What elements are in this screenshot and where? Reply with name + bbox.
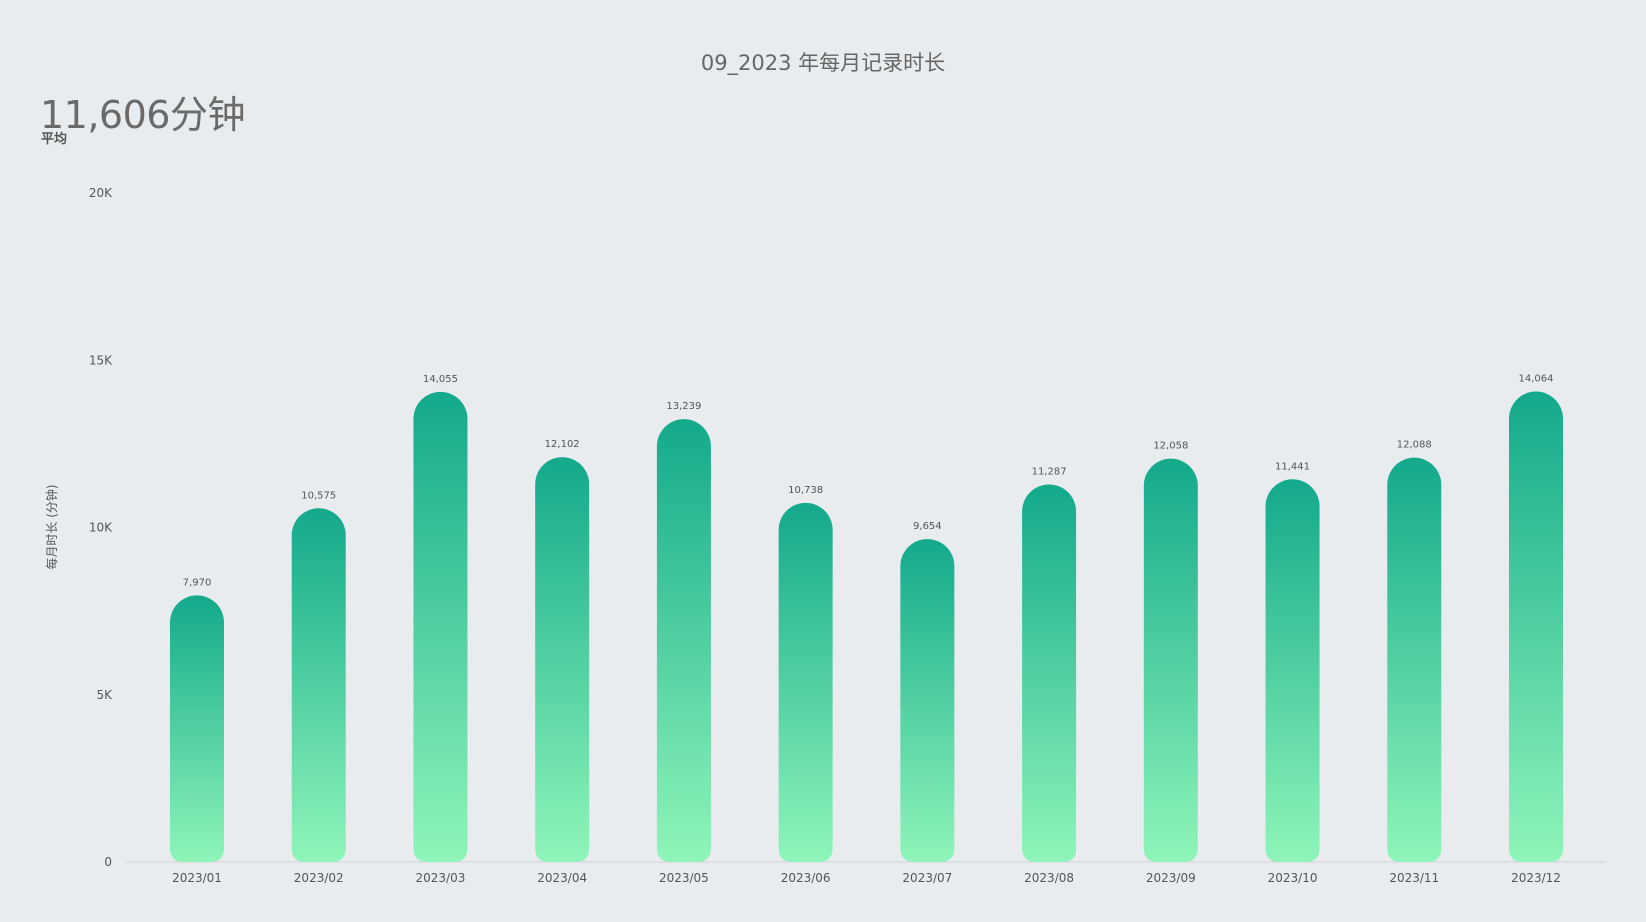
- data-label: 10,575: [301, 490, 336, 501]
- bar: [1509, 391, 1563, 862]
- average-label: 平均: [41, 132, 68, 147]
- y-tick-label: 20K: [89, 186, 113, 200]
- x-axis: 2023/01 2023/02 2023/03 2023/04 2023/05 2023/…: [172, 871, 1561, 885]
- x-tick-label: 2023/02: [294, 871, 344, 885]
- y-tick-label: 15K: [89, 353, 113, 367]
- bar: [1022, 484, 1077, 862]
- average-value: 11,606分钟: [40, 93, 245, 137]
- bar: [1387, 457, 1442, 862]
- bar: [170, 595, 224, 862]
- x-tick-label: 2023/04: [537, 871, 587, 885]
- y-axis: 0 5K 10K 15K 20K: [89, 186, 113, 869]
- x-tick-label: 2023/11: [1389, 871, 1439, 885]
- data-label: 12,088: [1397, 440, 1432, 451]
- bar: [413, 391, 468, 862]
- bars-group: 7,970 10,575 14,055 12,102 13,239 10,738 9,654…: [170, 374, 1563, 862]
- data-label: 14,064: [1519, 374, 1554, 385]
- bar: [291, 508, 346, 862]
- bar: [778, 502, 833, 862]
- x-tick-label: 2023/12: [1511, 871, 1561, 885]
- x-tick-label: 2023/08: [1024, 871, 1074, 885]
- y-tick-label: 5K: [96, 688, 113, 702]
- bar: [900, 539, 955, 862]
- data-label: 13,239: [666, 401, 701, 412]
- x-tick-label: 2023/01: [172, 871, 222, 885]
- x-tick-label: 2023/07: [902, 871, 952, 885]
- data-label: 9,654: [913, 521, 942, 532]
- data-label: 12,058: [1153, 441, 1188, 452]
- y-tick-label: 0: [104, 855, 112, 869]
- data-label: 7,970: [183, 577, 212, 588]
- y-axis-label: 每月时长 (分钟): [44, 484, 59, 569]
- bar: [1265, 479, 1320, 862]
- data-label: 11,287: [1032, 466, 1067, 477]
- x-tick-label: 2023/10: [1268, 871, 1318, 885]
- y-tick-label: 10K: [89, 521, 113, 535]
- data-label: 11,441: [1275, 461, 1310, 472]
- bar: [535, 457, 590, 862]
- data-label: 12,102: [545, 439, 580, 450]
- bar: [656, 419, 711, 862]
- x-tick-label: 2023/05: [659, 871, 709, 885]
- x-tick-label: 2023/03: [416, 871, 466, 885]
- x-tick-label: 2023/06: [781, 871, 831, 885]
- x-tick-label: 2023/09: [1146, 871, 1196, 885]
- chart-title: 09_2023 年每月记录时长: [700, 51, 946, 75]
- data-label: 10,738: [788, 485, 823, 496]
- data-label: 14,055: [423, 374, 458, 385]
- bar: [1143, 458, 1198, 862]
